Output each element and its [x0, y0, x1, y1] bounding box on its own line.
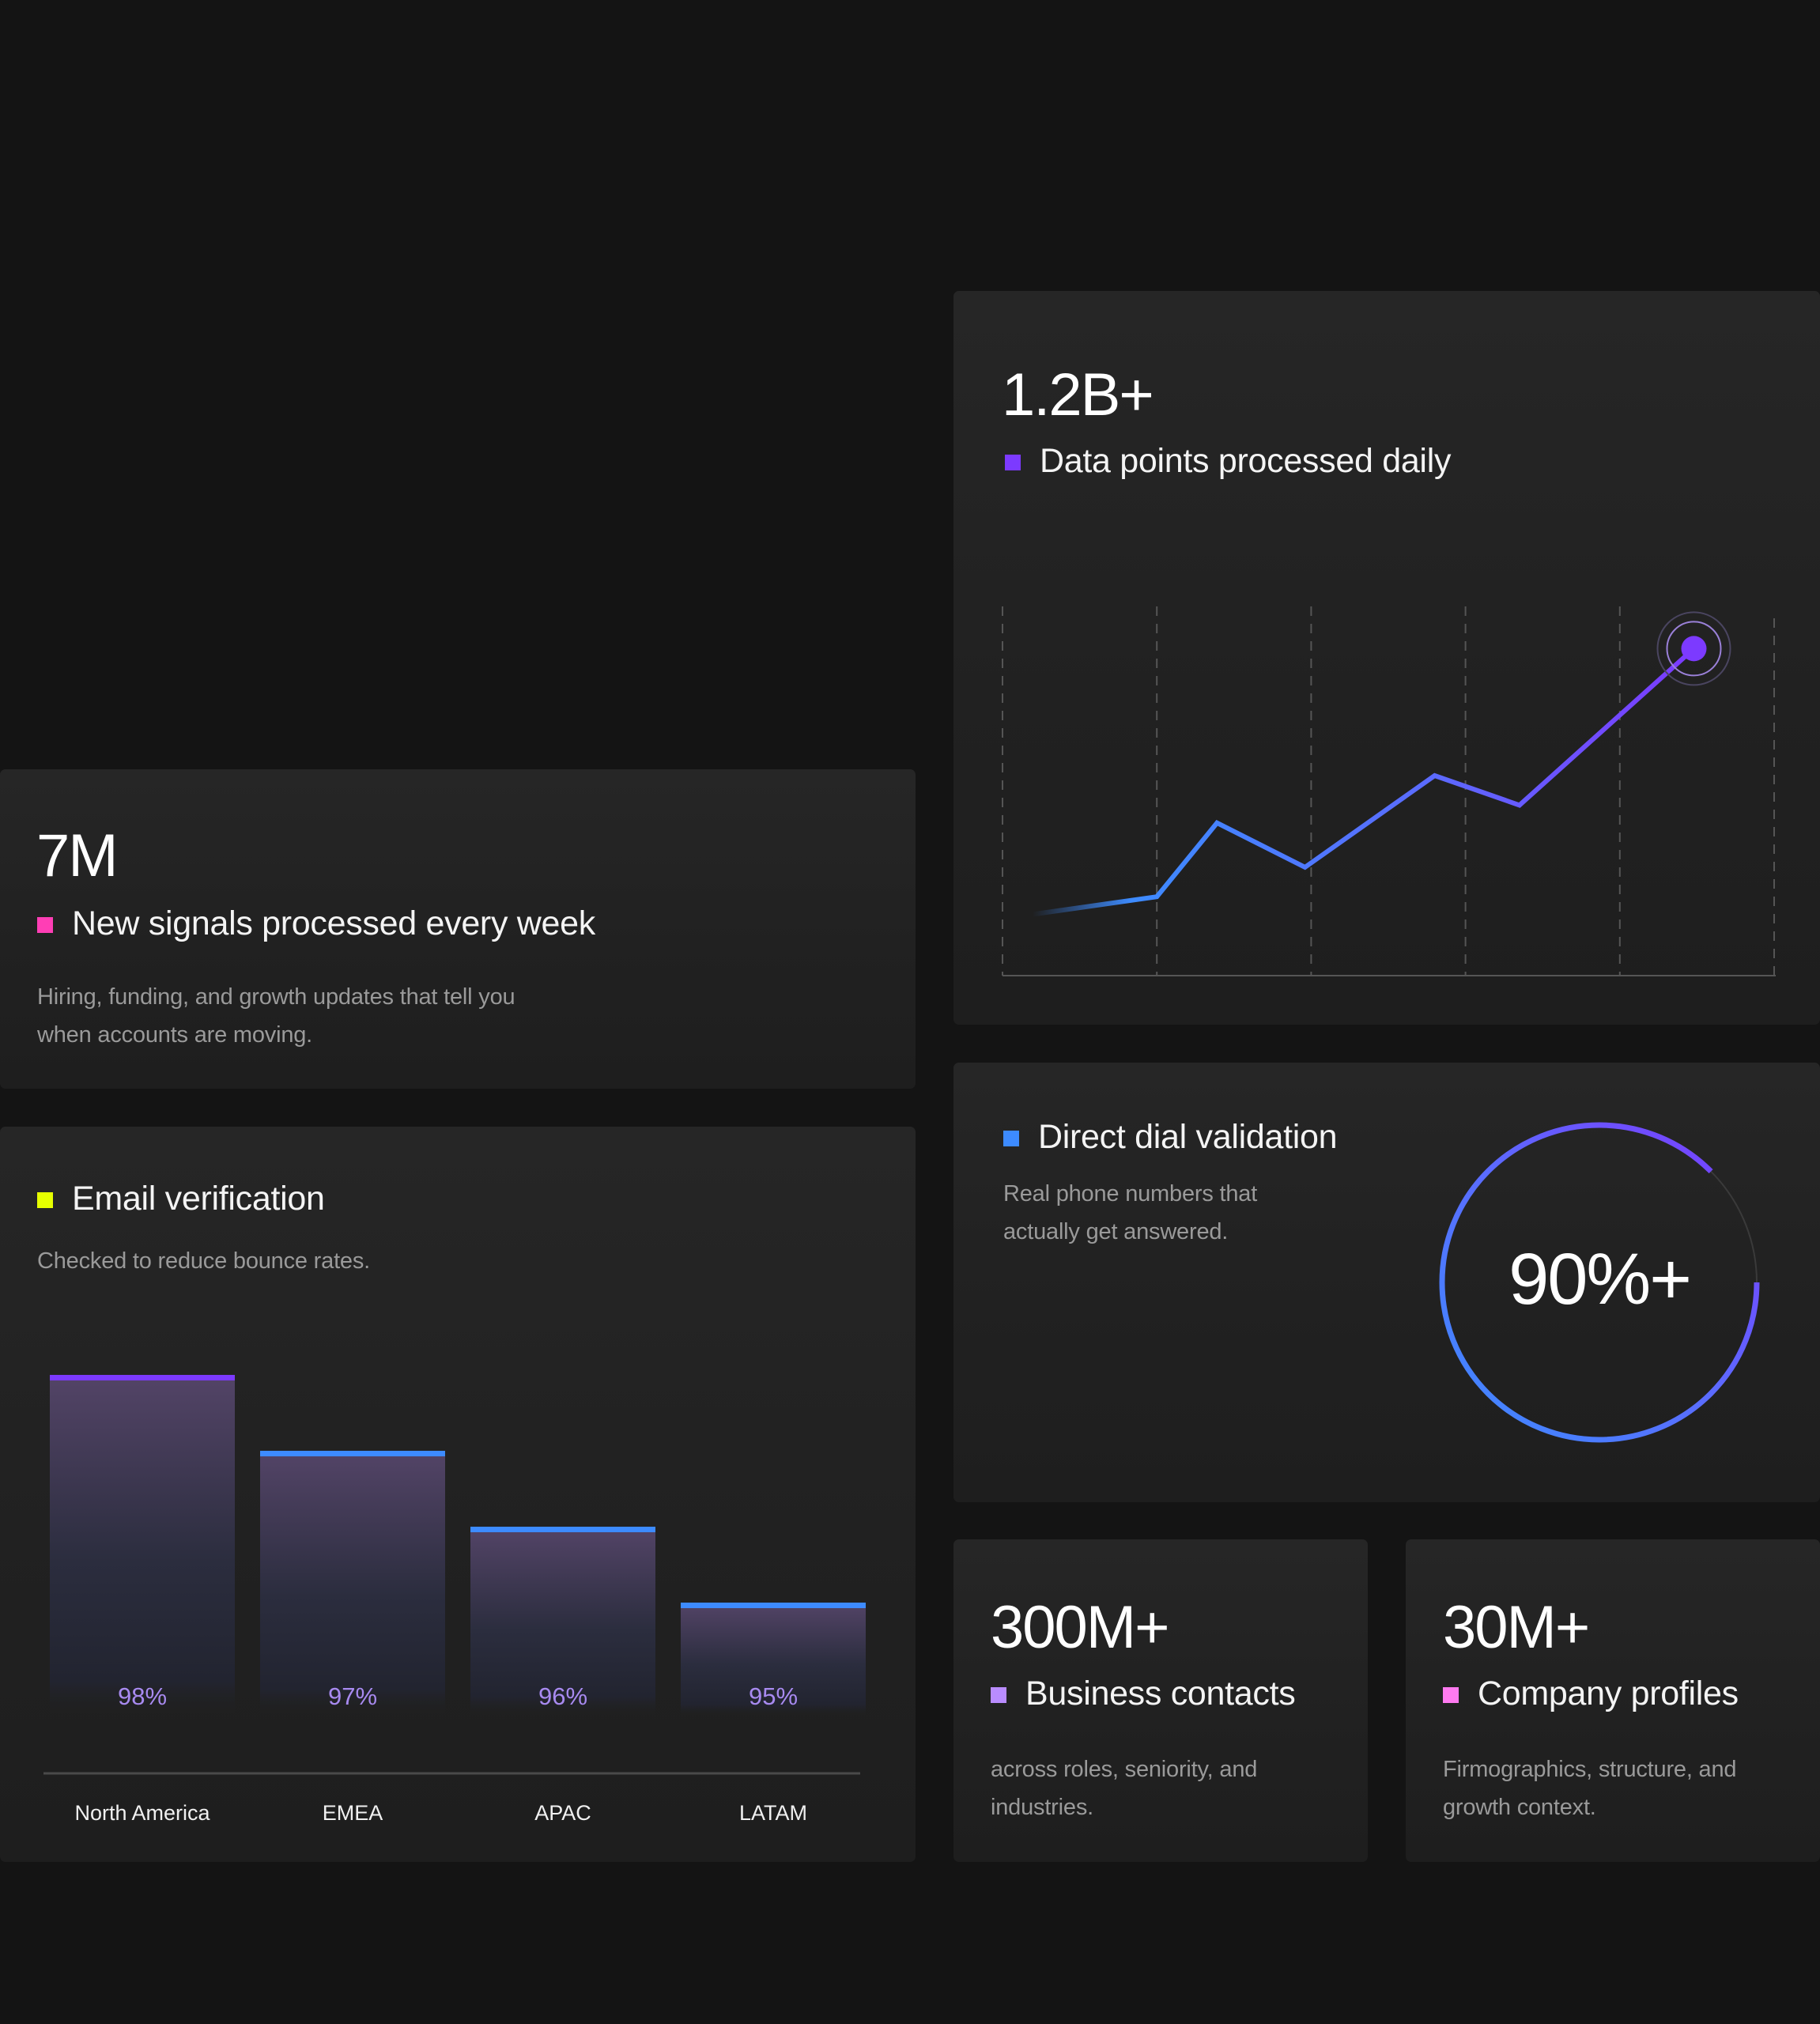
bar-top-cap: [50, 1375, 235, 1380]
company-profiles-value: 30M+: [1443, 1594, 1590, 1661]
signals-label: New signals processed every week: [72, 904, 595, 942]
data-points-marker-icon: [1005, 455, 1021, 470]
company-profiles-marker-icon: [1443, 1687, 1459, 1703]
email-verification-card: Email verification Checked to reduce bou…: [0, 1127, 916, 1862]
signals-marker-icon: [37, 917, 53, 933]
bar: [470, 1527, 655, 1716]
bar-value-label: 98%: [118, 1682, 167, 1710]
data-points-card: 1.2B+ Data points processed daily: [953, 291, 1820, 1025]
signals-card: 7M New signals processed every week Hiri…: [0, 769, 916, 1089]
company-profiles-description-line: growth context.: [1443, 1795, 1596, 1820]
email-description: Checked to reduce bounce rates.: [37, 1248, 371, 1274]
signals-description: Hiring, funding, and growth updates that…: [37, 978, 515, 1054]
direct-dial-description: Real phone numbers that actually get ans…: [1003, 1175, 1257, 1251]
bar: [50, 1375, 235, 1716]
signals-description-line: when accounts are moving.: [37, 1022, 313, 1048]
direct-dial-value: 90%+: [1508, 1239, 1690, 1320]
email-marker-icon: [37, 1192, 53, 1208]
gauge-progress-arc: [1439, 1122, 1760, 1443]
bar-category-label: APAC: [534, 1801, 591, 1825]
bar-category-label: North America: [74, 1801, 210, 1825]
data-points-label: Data points processed daily: [1040, 442, 1452, 480]
bar-top-cap: [260, 1451, 445, 1456]
business-contacts-card: 300M+ Business contacts across roles, se…: [953, 1539, 1368, 1862]
business-contacts-value: 300M+: [991, 1594, 1169, 1661]
business-contacts-description-line: across roles, seniority, and: [991, 1757, 1258, 1782]
line-endpoint-inner-ring: [1666, 621, 1722, 677]
bar-category-label: LATAM: [739, 1801, 807, 1825]
company-profiles-description: Firmographics, structure, and growth con…: [1443, 1750, 1737, 1826]
business-contacts-marker-icon: [991, 1687, 1006, 1703]
bar-top-cap: [470, 1527, 655, 1532]
line-chart: [1002, 606, 1776, 976]
signals-description-line: Hiring, funding, and growth updates that…: [37, 984, 515, 1010]
company-profiles-description-line: Firmographics, structure, and: [1443, 1757, 1737, 1782]
company-profiles-label: Company profiles: [1478, 1675, 1739, 1712]
direct-dial-label: Direct dial validation: [1038, 1118, 1338, 1156]
line-endpoint-outer-ring: [1656, 611, 1731, 686]
bar-value-label: 96%: [538, 1682, 587, 1710]
signals-value: 7M: [36, 822, 119, 889]
business-contacts-description-line: industries.: [991, 1795, 1093, 1820]
bar: [260, 1451, 445, 1716]
email-label: Email verification: [72, 1180, 325, 1218]
bar: [681, 1603, 866, 1716]
bar-category-label: EMEA: [323, 1801, 383, 1825]
direct-dial-description-line: Real phone numbers that: [1003, 1181, 1258, 1206]
direct-dial-description-line: actually get answered.: [1003, 1219, 1229, 1244]
business-contacts-label: Business contacts: [1025, 1675, 1296, 1712]
bar-chart: 98% North America 97% EMEA 96% APAC 95% LATAM: [43, 1375, 866, 1825]
line-endpoint-dot: [1681, 636, 1707, 662]
business-contacts-description: across roles, seniority, and industries.: [991, 1750, 1257, 1826]
data-points-value: 1.2B+: [1002, 361, 1154, 429]
direct-dial-card: Direct dial validation Real phone number…: [953, 1063, 1820, 1502]
company-profiles-card: 30M+ Company profiles Firmographics, str…: [1406, 1539, 1820, 1862]
bar-value-label: 97%: [328, 1682, 377, 1710]
direct-dial-gauge: 90%+: [1439, 1122, 1760, 1443]
direct-dial-marker-icon: [1003, 1131, 1019, 1146]
bar-value-label: 95%: [749, 1682, 798, 1710]
bar-top-cap: [681, 1603, 866, 1608]
line-series: [1031, 647, 1696, 917]
